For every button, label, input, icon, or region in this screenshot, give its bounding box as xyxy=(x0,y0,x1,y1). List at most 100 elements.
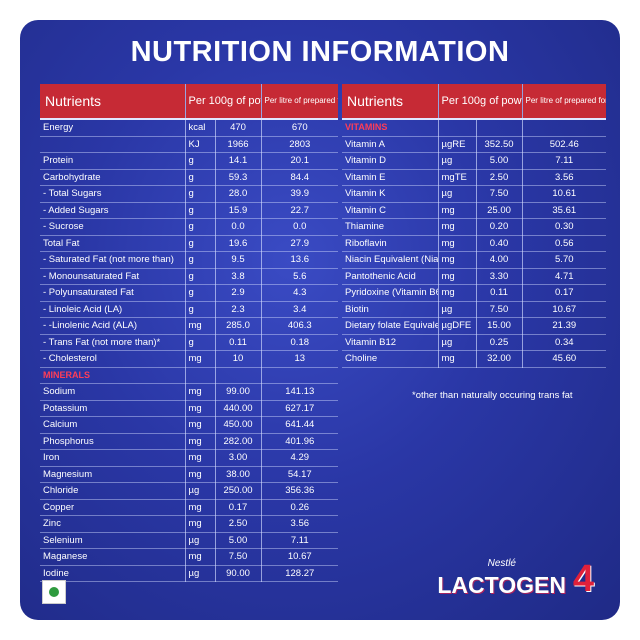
nutrient-unit: mg xyxy=(438,235,477,252)
table-row: Magnesium mg 38.00 54.17 xyxy=(40,466,339,483)
table-row: Carbohydrate g 59.3 84.4 xyxy=(40,169,339,186)
per-litre-value: 4.29 xyxy=(261,449,339,467)
table-row: Vitamin B12 µg 0.25 0.34 xyxy=(342,334,607,351)
header-nutrients: Nutrients xyxy=(40,84,186,120)
nutrient-unit: g xyxy=(185,268,216,285)
table-row: Zinc mg 2.50 3.56 xyxy=(40,515,339,533)
per-100g-value: 7.50 xyxy=(476,301,523,318)
per-100g-value: 3.8 xyxy=(215,268,262,285)
nutrient-unit: mg xyxy=(438,284,477,302)
per-litre-value: 0.30 xyxy=(522,218,607,236)
per-100g-value: 440.00 xyxy=(215,400,262,417)
table-row: - Cholesterol mg 10 13 xyxy=(40,350,339,368)
per-litre-value: 4.3 xyxy=(261,284,339,302)
nutrient-unit: mg xyxy=(438,251,477,269)
per-litre-value: 502.46 xyxy=(522,136,607,153)
per-100g-value: 2.9 xyxy=(215,284,262,302)
nutrient-name: - Polyunsaturated Fat xyxy=(40,284,186,302)
nutrient-name: Vitamin C xyxy=(342,202,439,219)
per-100g-value: 0.20 xyxy=(476,218,523,236)
header-per-litre: Per litre of prepared formula xyxy=(522,84,607,120)
nutrition-table-right: Nutrients Per 100g of powder Per litre o… xyxy=(342,84,607,368)
per-100g-value: 0.11 xyxy=(476,284,523,302)
per-litre-value: 35.61 xyxy=(522,202,607,219)
nutrient-unit: mg xyxy=(438,268,477,285)
nutrient-unit: g xyxy=(185,152,216,170)
per-100g-value: 285.0 xyxy=(215,317,262,335)
header-per-100g: Per 100g of powder xyxy=(185,84,262,120)
header-per-litre: Per litre of prepared formula xyxy=(261,84,339,120)
per-100g-value: 99.00 xyxy=(215,383,262,401)
per-100g-value: 0.25 xyxy=(476,334,523,351)
nutrient-name: MINERALS xyxy=(40,367,186,384)
per-litre-value: 10.61 xyxy=(522,185,607,203)
nutrient-name: Maganese xyxy=(40,548,186,566)
table-row: - Polyunsaturated Fat g 2.9 4.3 xyxy=(40,284,339,302)
per-100g-value: 2.50 xyxy=(476,169,523,186)
table-row: Sodium mg 99.00 141.13 xyxy=(40,383,339,401)
nutrient-unit: mg xyxy=(438,202,477,219)
nutrient-unit: mg xyxy=(185,350,216,368)
nutrient-name: Potassium xyxy=(40,400,186,417)
per-100g-value: 0.0 xyxy=(215,218,262,236)
nutrient-name: Protein xyxy=(40,152,186,170)
nutrient-unit: g xyxy=(185,284,216,302)
table-row: Pantothenic Acid mg 3.30 4.71 xyxy=(342,268,607,285)
per-100g-value: 25.00 xyxy=(476,202,523,219)
per-litre-value: 401.96 xyxy=(261,433,339,450)
nutrient-unit: µg xyxy=(438,185,477,203)
table-row: Copper mg 0.17 0.26 xyxy=(40,499,339,516)
nutrient-name: Vitamin A xyxy=(342,136,439,153)
nutrient-name: - Monounsaturated Fat xyxy=(40,268,186,285)
nutrient-unit: g xyxy=(185,251,216,269)
product-name: LACTOGEN xyxy=(437,572,566,598)
nutrient-name: Zinc xyxy=(40,515,186,533)
per-litre-value: 0.17 xyxy=(522,284,607,302)
nutrient-name: Energy xyxy=(40,119,186,137)
per-100g-value xyxy=(476,119,523,137)
per-100g-value: 250.00 xyxy=(215,482,262,500)
nutrient-name: - Added Sugars xyxy=(40,202,186,219)
per-100g-value: 15.00 xyxy=(476,317,523,335)
table-row: Selenium µg 5.00 7.11 xyxy=(40,532,339,549)
per-litre-value: 2803 xyxy=(261,136,339,153)
per-100g-value: 2.3 xyxy=(215,301,262,318)
nutrient-unit: mg xyxy=(185,466,216,483)
nutrient-unit: µg xyxy=(438,334,477,351)
table-row: Biotin µg 7.50 10.67 xyxy=(342,301,607,318)
nutrient-unit: mg xyxy=(185,433,216,450)
nutrient-unit xyxy=(438,119,477,137)
per-100g-value: 352.50 xyxy=(476,136,523,153)
per-litre-value: 13.6 xyxy=(261,251,339,269)
table-row: Calcium mg 450.00 641.44 xyxy=(40,416,339,434)
table-row: Chloride µg 250.00 356.36 xyxy=(40,482,339,500)
per-100g-value: 450.00 xyxy=(215,416,262,434)
nutrient-name: Pyridoxine (Vitamin B6) xyxy=(342,284,439,302)
nutrient-unit: µgDFE xyxy=(438,317,477,335)
per-litre-value: 356.36 xyxy=(261,482,339,500)
per-100g-value: 9.5 xyxy=(215,251,262,269)
nutrient-unit: mgTE xyxy=(438,169,477,186)
per-litre-value: 20.1 xyxy=(261,152,339,170)
per-litre-value: 670 xyxy=(261,119,339,137)
nutrient-unit xyxy=(185,367,216,384)
per-litre-value: 7.11 xyxy=(261,532,339,549)
nutrient-name: Thiamine xyxy=(342,218,439,236)
per-100g-value: 5.00 xyxy=(215,532,262,549)
nutrition-panel: NUTRITION INFORMATION Nutrients Per 100g… xyxy=(20,20,620,620)
per-litre-value: 141.13 xyxy=(261,383,339,401)
per-litre-value: 3.56 xyxy=(261,515,339,533)
table-row: - Added Sugars g 15.9 22.7 xyxy=(40,202,339,219)
per-litre-value xyxy=(261,367,339,384)
nutrient-unit: µg xyxy=(185,482,216,500)
nutrient-unit: µg xyxy=(438,301,477,318)
nutrient-name: VITAMINS xyxy=(342,119,439,137)
per-100g-value: 7.50 xyxy=(215,548,262,566)
per-100g-value: 0.17 xyxy=(215,499,262,516)
nutrient-unit: µg xyxy=(185,532,216,549)
per-100g-value: 10 xyxy=(215,350,262,368)
nutrient-unit: µgRE xyxy=(438,136,477,153)
nutrition-table-left: Nutrients Per 100g of powder Per litre o… xyxy=(40,84,339,582)
